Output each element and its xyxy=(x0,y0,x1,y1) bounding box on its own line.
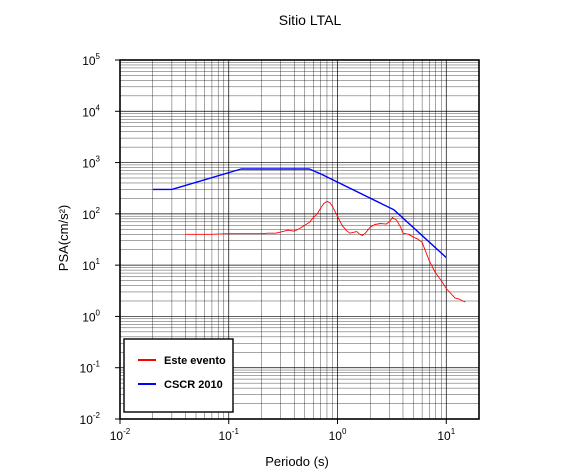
legend: Este evento CSCR 2010 xyxy=(123,338,234,413)
series-line-este-evento xyxy=(185,200,466,303)
x-tick-label: 101 xyxy=(437,427,455,443)
legend-label-cscr-2010: CSCR 2010 xyxy=(164,379,223,391)
y-tick-label: 104 xyxy=(82,103,100,119)
x-axis-label: Periodo (s) xyxy=(265,454,329,469)
y-tick-label: 105 xyxy=(82,52,100,68)
x-tick-label: 10-1 xyxy=(219,427,240,443)
axis-ticks: 10-2 10-1 100 101 10-2 10-1 100 101 102 103 104 105 xyxy=(80,52,456,443)
y-tick-label: 10-1 xyxy=(80,360,101,376)
plot-frame xyxy=(119,59,480,420)
series-line-cscr-2010 xyxy=(152,168,447,259)
chart-title: Sitio LTAL xyxy=(279,12,342,28)
y-axis-label: PSA(cm/s²) xyxy=(56,205,71,271)
y-tick-label: 102 xyxy=(82,206,100,222)
y-tick-label: 101 xyxy=(82,257,100,273)
y-tick-label: 100 xyxy=(82,308,100,324)
y-tick-label: 10-2 xyxy=(80,411,101,427)
grid xyxy=(119,59,480,420)
x-tick-label: 10-2 xyxy=(110,427,131,443)
legend-box xyxy=(123,338,234,413)
y-tick-label: 103 xyxy=(82,155,100,171)
series-lines xyxy=(152,168,466,303)
legend-label-este-evento: Este evento xyxy=(164,355,226,367)
x-tick-label: 100 xyxy=(329,427,347,443)
